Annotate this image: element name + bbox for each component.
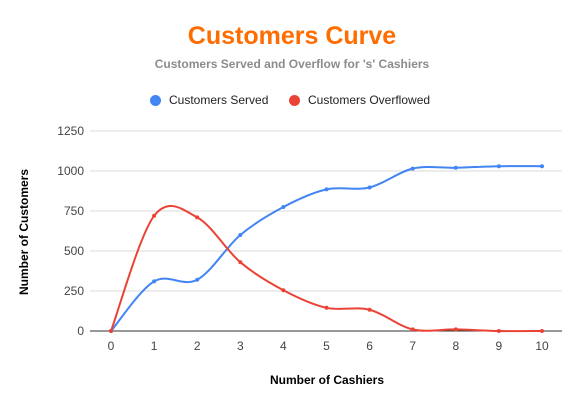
data-point-served bbox=[195, 277, 200, 282]
series-line-overflowed bbox=[110, 204, 543, 333]
gridlines bbox=[90, 130, 562, 332]
data-point-overflowed bbox=[367, 307, 372, 312]
y-tick-label: 500 bbox=[64, 244, 84, 258]
y-tick-label: 1250 bbox=[57, 124, 84, 138]
data-point-served bbox=[496, 164, 501, 169]
y-tick-label: 0 bbox=[77, 324, 84, 338]
data-point-served bbox=[410, 166, 415, 171]
x-tick-label: 0 bbox=[108, 339, 115, 353]
legend-item-served: Customers Served bbox=[150, 93, 268, 107]
data-point-served bbox=[152, 279, 157, 284]
data-point-overflowed bbox=[540, 329, 544, 333]
data-point-overflowed bbox=[281, 288, 286, 293]
data-point-overflowed bbox=[109, 329, 113, 333]
x-tick-label: 5 bbox=[323, 339, 330, 353]
y-axis-title: Number of Customers bbox=[17, 168, 31, 295]
legend-label-served: Customers Served bbox=[169, 93, 269, 107]
data-point-served bbox=[324, 187, 329, 192]
legend-label-overflowed: Customers Overflowed bbox=[308, 93, 431, 107]
x-tick-label: 7 bbox=[409, 339, 416, 353]
data-point-overflowed bbox=[496, 329, 501, 333]
data-points bbox=[109, 164, 544, 333]
y-tick-label: 1000 bbox=[57, 164, 84, 178]
x-tick-label: 10 bbox=[535, 339, 549, 353]
x-tick-label: 2 bbox=[194, 339, 201, 353]
legend: Customers Served Customers Overflowed bbox=[0, 93, 584, 111]
data-point-overflowed bbox=[324, 305, 329, 310]
chart-subtitle: Customers Served and Overflow for 's' Ca… bbox=[154, 57, 430, 71]
data-point-served bbox=[281, 205, 286, 209]
y-tick-label: 250 bbox=[64, 284, 84, 298]
legend-swatch-served bbox=[150, 94, 161, 106]
y-tick-label: 750 bbox=[64, 204, 84, 218]
y-tick-labels: 0 250 500 750 1000 1250 bbox=[57, 124, 84, 338]
legend-item-overflowed: Customers Overflowed bbox=[289, 93, 430, 107]
x-axis-title: Number of Cashiers bbox=[269, 373, 385, 387]
x-tick-label: 6 bbox=[366, 339, 373, 353]
x-tick-label: 9 bbox=[496, 339, 503, 353]
x-tick-label: 3 bbox=[237, 339, 244, 353]
x-tick-labels: 0 1 2 3 4 5 6 7 8 9 10 bbox=[108, 339, 549, 353]
data-point-served bbox=[453, 165, 458, 170]
data-point-overflowed bbox=[410, 327, 415, 332]
y-axis-title-wrap: Number of Customers bbox=[14, 0, 34, 408]
data-point-overflowed bbox=[238, 260, 243, 265]
x-tick-label: 8 bbox=[452, 339, 459, 353]
data-point-overflowed bbox=[152, 213, 157, 218]
data-point-overflowed bbox=[195, 215, 200, 220]
data-point-served bbox=[238, 233, 243, 237]
x-tick-label: 4 bbox=[280, 339, 287, 353]
chart-title: Customers Curve bbox=[187, 22, 397, 50]
data-point-overflowed bbox=[453, 327, 458, 332]
data-point-served bbox=[540, 164, 544, 169]
x-tick-label: 1 bbox=[151, 339, 158, 353]
data-point-served bbox=[367, 185, 372, 190]
legend-swatch-overflowed bbox=[289, 94, 300, 106]
